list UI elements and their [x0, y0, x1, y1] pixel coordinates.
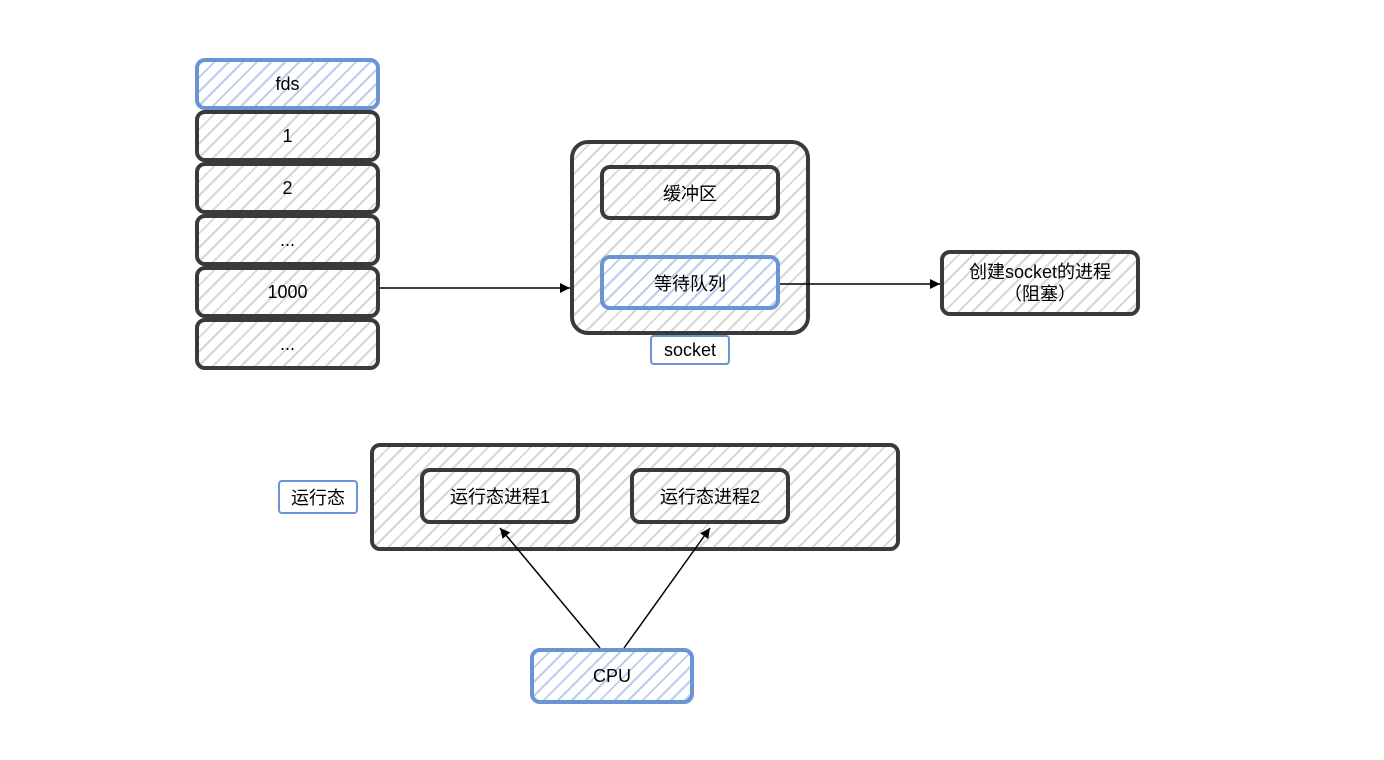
- socket-label: socket: [664, 340, 716, 361]
- blocked-process: 创建socket的进程 （阻塞）: [940, 250, 1140, 316]
- running-proc2-label: 运行态进程2: [660, 483, 760, 509]
- cpu-label: CPU: [593, 666, 631, 687]
- fds-cell: 1000: [195, 266, 380, 318]
- socket-wait-queue: 等待队列: [600, 255, 780, 310]
- fds-cell-label: ...: [280, 230, 295, 251]
- blocked-process-line2: （阻塞）: [1004, 283, 1076, 306]
- blocked-process-line1: 创建socket的进程: [969, 261, 1111, 284]
- running-proc2: 运行态进程2: [630, 468, 790, 524]
- fds-cell-label: 1000: [267, 282, 307, 303]
- running-label-box: 运行态: [278, 480, 358, 514]
- socket-buffer-label: 缓冲区: [663, 180, 717, 206]
- socket-label-box: socket: [650, 335, 730, 365]
- fds-header: fds: [195, 58, 380, 110]
- fds-cell: 1: [195, 110, 380, 162]
- fds-cell-label: 1: [282, 126, 292, 147]
- fds-cell-label: ...: [280, 334, 295, 355]
- fds-cell: ...: [195, 318, 380, 370]
- socket-buffer: 缓冲区: [600, 165, 780, 220]
- running-proc1: 运行态进程1: [420, 468, 580, 524]
- running-proc1-label: 运行态进程1: [450, 483, 550, 509]
- fds-header-label: fds: [275, 74, 299, 95]
- fds-cell-label: 2: [282, 178, 292, 199]
- socket-waitq-label: 等待队列: [654, 270, 726, 296]
- running-label: 运行态: [291, 484, 345, 510]
- fds-cell: ...: [195, 214, 380, 266]
- cpu-box: CPU: [530, 648, 694, 704]
- fds-cell: 2: [195, 162, 380, 214]
